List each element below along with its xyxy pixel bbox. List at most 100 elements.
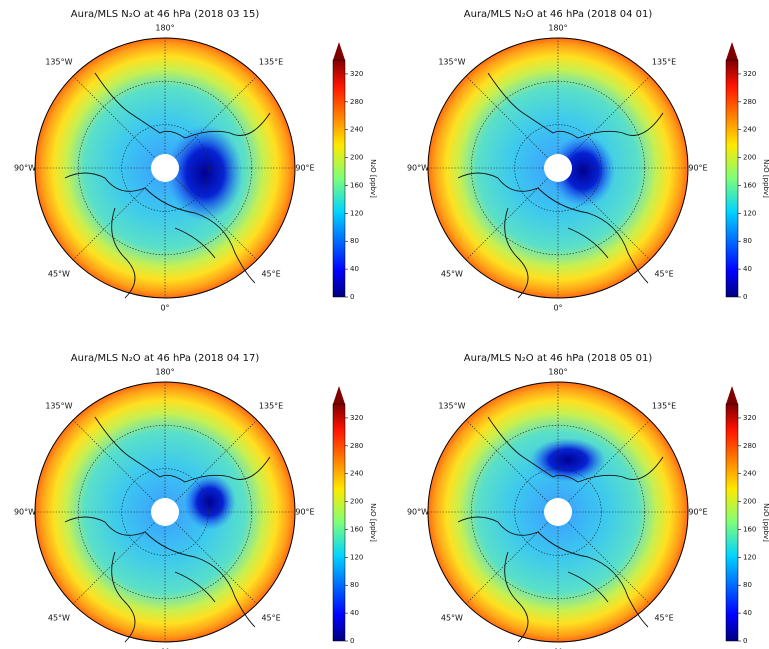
panel-title: Aura/MLS N₂O at 46 hPa (2018 04 17) — [71, 353, 260, 364]
latitude-circle — [78, 81, 252, 255]
colorbar-tick-label: 240 — [743, 470, 756, 478]
meridian — [557, 511, 651, 605]
colorbar-tick-label: 160 — [743, 181, 756, 189]
colorbar-tick-label: 120 — [743, 553, 756, 561]
colorbar-tick-label: 200 — [350, 154, 363, 162]
colorbar-extend — [333, 42, 345, 60]
longitude-label: 90°W — [14, 508, 36, 517]
longitude-label: 90°E — [295, 164, 314, 173]
longitude-label: 45°W — [48, 270, 70, 279]
colorbar-tick-label: 320 — [350, 70, 363, 78]
colorbar-tick-label: 120 — [350, 209, 363, 217]
colorbar-tick-label: 280 — [743, 442, 756, 450]
longitude-label: 0° — [553, 648, 562, 649]
pole-hole — [151, 154, 179, 182]
map-panel: Aura/MLS N₂O at 46 hPa (2018 04 17) 180° 1… — [14, 353, 377, 649]
latitude-circle — [471, 425, 645, 599]
map-panel: Aura/MLS N₂O at 46 hPa (2018 03 15) 180° 1… — [14, 9, 377, 313]
colorbar — [725, 59, 739, 298]
longitude-label: 90°W — [407, 508, 429, 517]
colorbar — [332, 403, 346, 642]
colorbar — [332, 59, 346, 298]
longitude-label: 180° — [155, 24, 174, 33]
longitude-label: 135°W — [438, 401, 465, 410]
colorbar-tick-label: 0 — [350, 637, 354, 645]
colorbar-tick-label: 120 — [350, 553, 363, 561]
pole-hole — [544, 154, 572, 182]
meridian — [164, 419, 258, 513]
meridian — [465, 75, 559, 169]
colorbar-label: N₂O [ppbv] — [369, 503, 377, 542]
colorbar-tick-label: 320 — [743, 70, 756, 78]
colorbar-tick-label: 240 — [743, 126, 756, 134]
longitude-label: 90°W — [407, 164, 429, 173]
meridian — [557, 167, 651, 261]
longitude-label: 90°E — [295, 508, 314, 517]
colorbar-tick-label: 200 — [350, 498, 363, 506]
longitude-label: 135°E — [652, 57, 676, 66]
colorbar-tick-label: 80 — [743, 237, 752, 245]
longitude-label: 45°E — [654, 614, 673, 623]
panel-title: Aura/MLS N₂O at 46 hPa (2018 04 01) — [464, 9, 653, 20]
colorbar — [725, 403, 739, 642]
colorbar-tick-label: 120 — [743, 209, 756, 217]
colorbar-tick-label: 40 — [743, 609, 752, 617]
longitude-label: 45°E — [261, 270, 280, 279]
meridian — [164, 167, 258, 261]
colorbar-tick-label: 40 — [350, 609, 359, 617]
low-region — [167, 125, 243, 221]
colorbar-tick-label: 40 — [743, 265, 752, 273]
map-border — [34, 381, 296, 643]
meridian — [465, 511, 559, 605]
low-region — [530, 438, 606, 482]
colorbar-tick-label: 320 — [743, 414, 756, 422]
pole-hole — [151, 498, 179, 526]
colorbar-label: N₂O [ppbv] — [762, 159, 769, 198]
colorbar-tick-label: 240 — [350, 126, 363, 134]
latitude-circle — [78, 425, 252, 599]
longitude-label: 135°E — [259, 57, 283, 66]
coastline — [64, 416, 271, 643]
low-region — [184, 474, 236, 530]
colorbar-tick-label: 200 — [743, 498, 756, 506]
meridian — [164, 511, 258, 605]
coastline — [457, 416, 664, 643]
colorbar-label: N₂O [ppbv] — [762, 503, 769, 542]
longitude-label: 135°W — [438, 57, 465, 66]
coastline — [64, 72, 271, 299]
colorbar-tick-label: 160 — [743, 525, 756, 533]
colorbar-tick-label: 320 — [350, 414, 363, 422]
latitude-circle — [471, 81, 645, 255]
colorbar-extend — [726, 386, 738, 404]
coastline — [457, 72, 664, 299]
meridian — [164, 75, 258, 169]
pole-hole — [544, 498, 572, 526]
longitude-label: 45°W — [441, 270, 463, 279]
map-panel: Aura/MLS N₂O at 46 hPa (2018 04 01) 180° 1… — [407, 9, 769, 313]
meridian — [465, 167, 559, 261]
colorbar-tick-label: 80 — [350, 237, 359, 245]
longitude-label: 135°E — [652, 401, 676, 410]
longitude-label: 90°W — [14, 164, 36, 173]
colorbar-tick-label: 160 — [350, 181, 363, 189]
longitude-label: 180° — [548, 24, 567, 33]
map-border — [427, 381, 689, 643]
longitude-label: 135°W — [45, 401, 72, 410]
longitude-label: 45°W — [48, 614, 70, 623]
map-border — [427, 37, 689, 299]
colorbar-tick-label: 40 — [350, 265, 359, 273]
longitude-label: 90°E — [688, 508, 707, 517]
colorbar-tick-label: 80 — [743, 581, 752, 589]
meridian — [557, 75, 651, 169]
panel-title: Aura/MLS N₂O at 46 hPa (2018 03 15) — [71, 9, 260, 20]
longitude-label: 0° — [160, 648, 169, 649]
colorbar-tick-label: 80 — [350, 581, 359, 589]
colorbar-extend — [726, 42, 738, 60]
meridian — [557, 419, 651, 513]
panel-title: Aura/MLS N₂O at 46 hPa (2018 05 01) — [464, 353, 653, 364]
colorbar-extend — [333, 386, 345, 404]
colorbar-tick-label: 0 — [743, 293, 747, 301]
meridian — [72, 75, 166, 169]
map-panel: Aura/MLS N₂O at 46 hPa (2018 05 01) 180° 1… — [407, 353, 769, 649]
